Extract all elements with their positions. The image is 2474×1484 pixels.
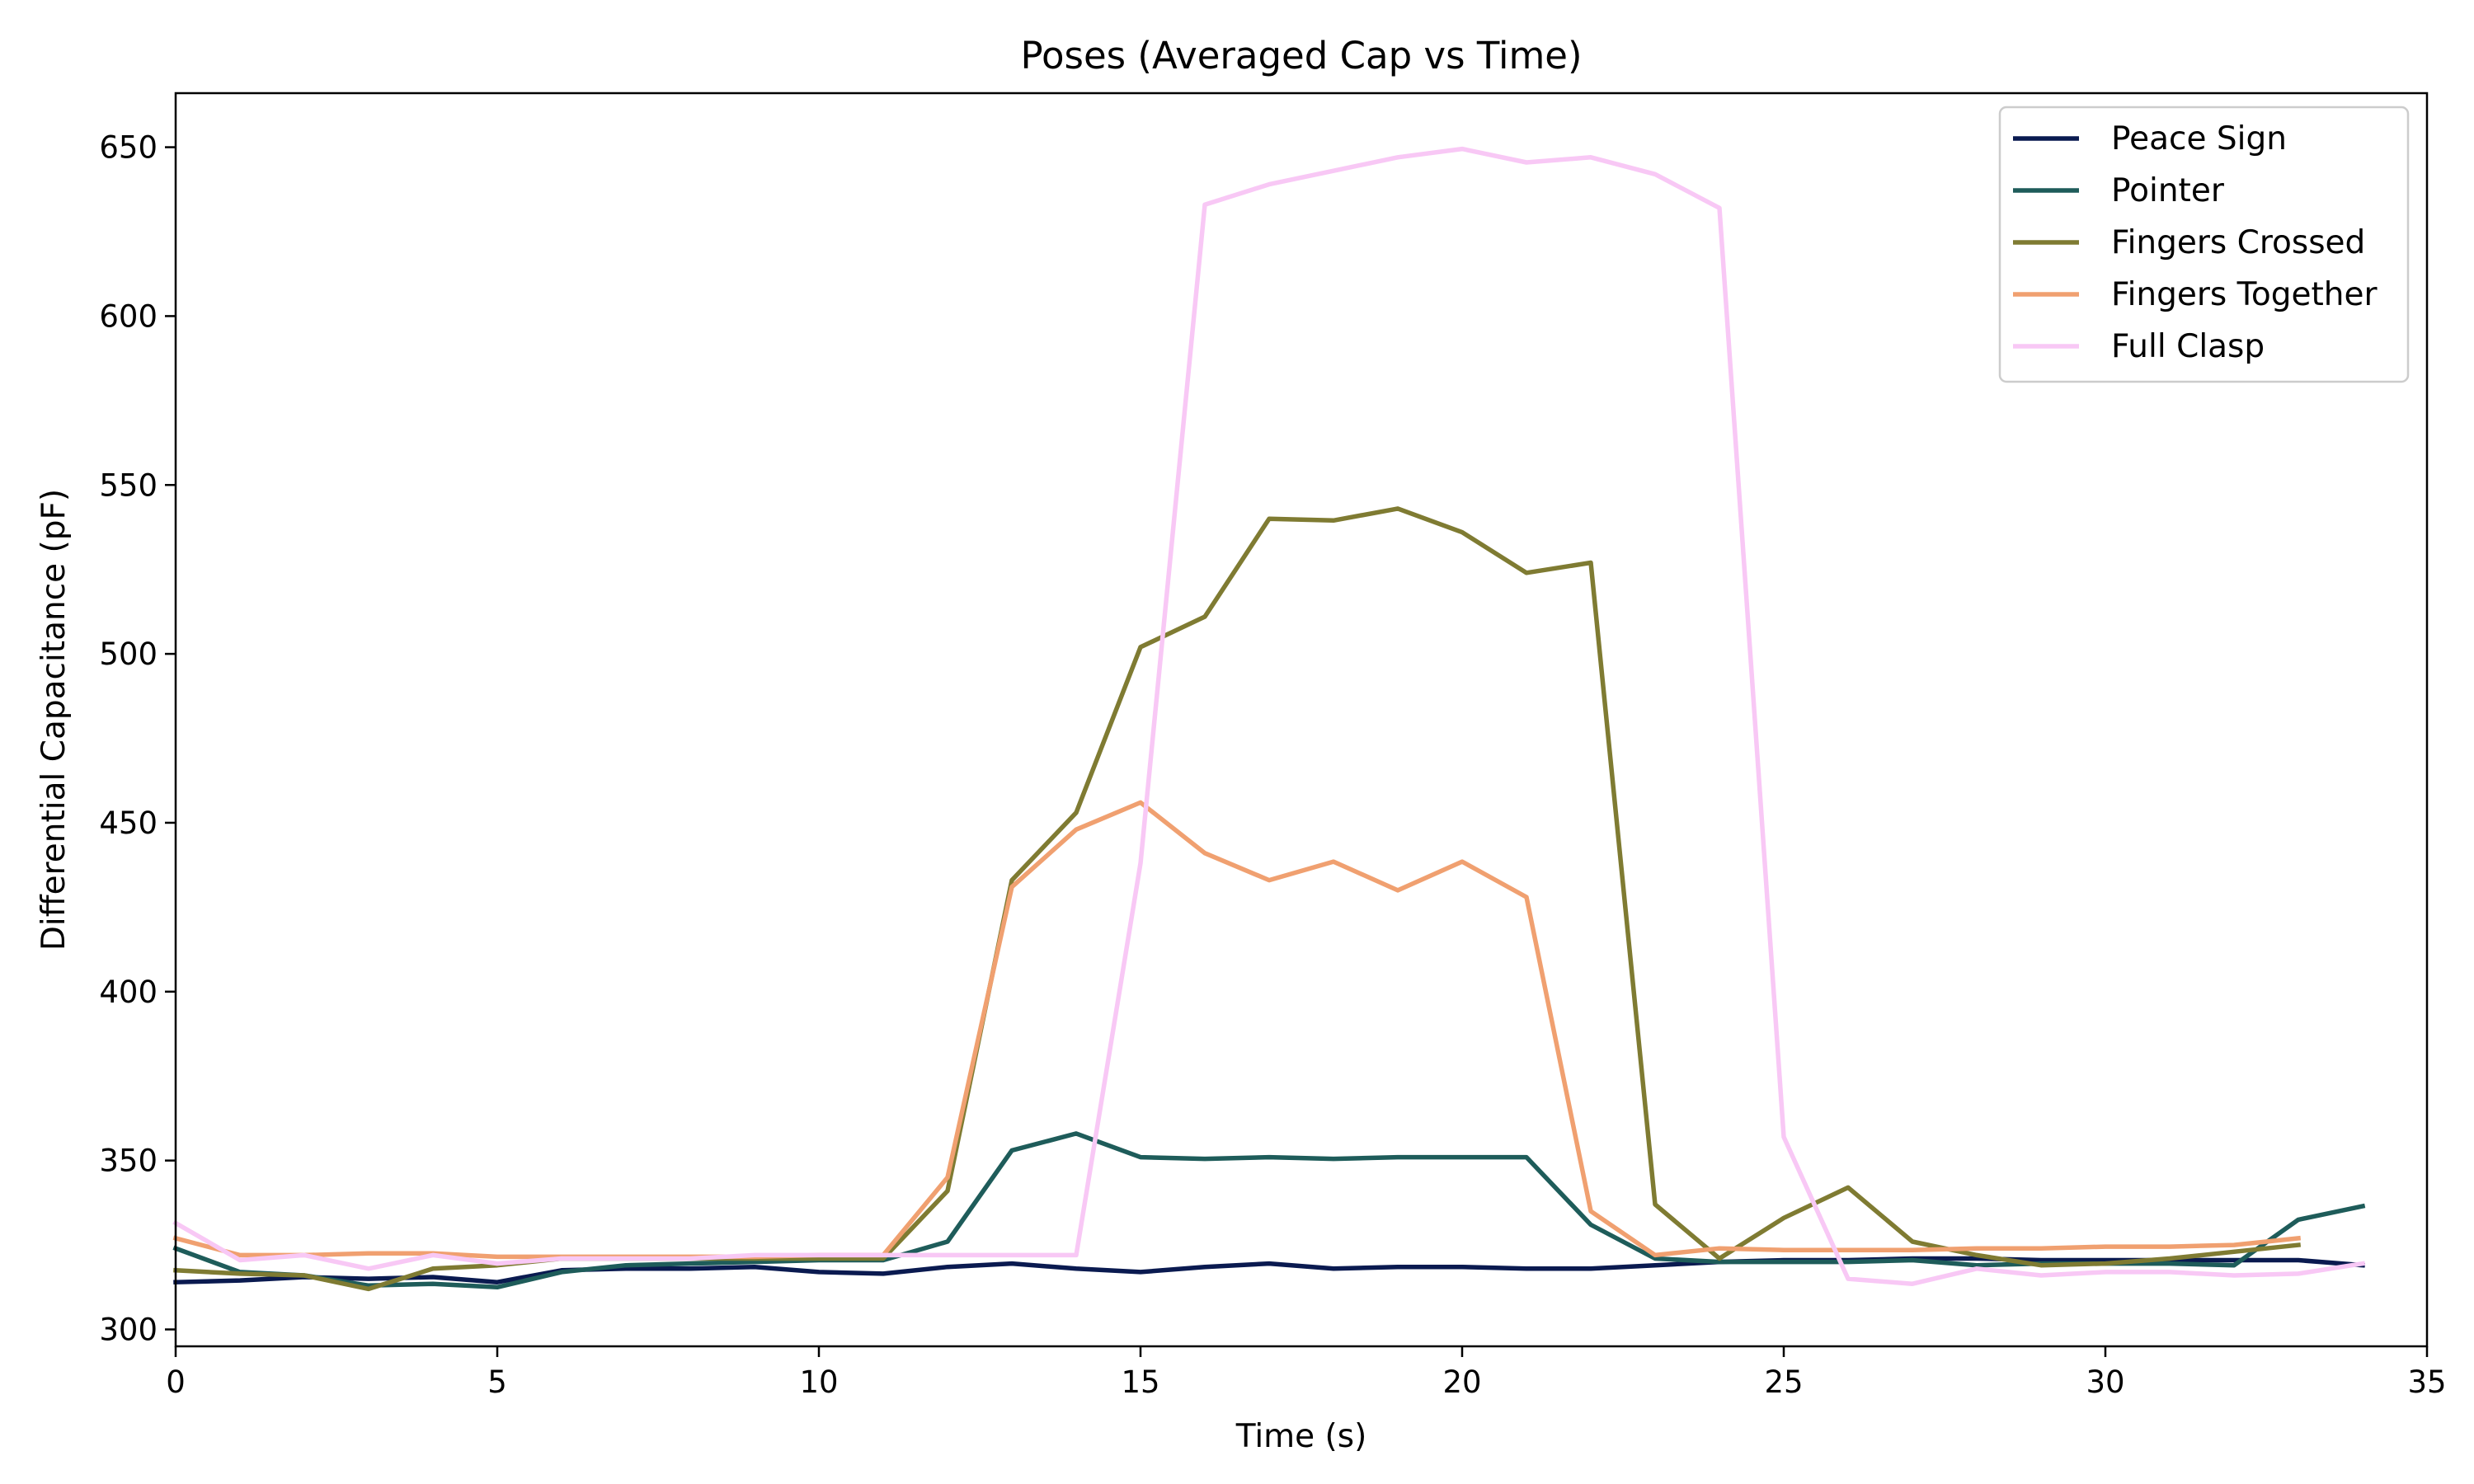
legend-label-full-clasp: Full Clasp bbox=[2111, 328, 2265, 365]
plot-series bbox=[172, 146, 2366, 1292]
x-axis: 0 5 10 15 20 25 30 35 bbox=[166, 1346, 2447, 1400]
legend-label-pointer: Pointer bbox=[2111, 172, 2225, 209]
y-tick-label: 500 bbox=[99, 636, 158, 672]
y-tick-label: 400 bbox=[99, 974, 158, 1010]
series-line-pointer bbox=[172, 1131, 2366, 1290]
y-tick-label: 350 bbox=[99, 1144, 158, 1179]
y-axis: 300 350 400 450 500 550 600 650 bbox=[99, 130, 176, 1348]
legend-box bbox=[1998, 106, 2410, 383]
x-axis-label: Time (s) bbox=[1235, 1418, 1367, 1455]
y-axis-label: Differential Capacitance (pF) bbox=[35, 489, 73, 951]
series-line-full-clasp bbox=[172, 146, 2366, 1286]
chart-title: Poses (Averaged Cap vs Time) bbox=[1020, 34, 1582, 77]
x-tick-label: 25 bbox=[1764, 1364, 1803, 1400]
x-tick-label: 20 bbox=[1442, 1364, 1481, 1400]
y-tick-label: 550 bbox=[99, 467, 158, 503]
x-tick-label: 15 bbox=[1121, 1364, 1159, 1400]
x-tick-label: 35 bbox=[2407, 1364, 2446, 1400]
x-tick-label: 10 bbox=[799, 1364, 838, 1400]
y-tick-label: 650 bbox=[99, 130, 158, 166]
x-tick-label: 0 bbox=[166, 1364, 186, 1400]
y-tick-label: 450 bbox=[99, 805, 158, 841]
legend: Peace Sign Pointer Fingers Crossed Fingers … bbox=[1998, 106, 2410, 383]
legend-label-fingers-crossed: Fingers Crossed bbox=[2111, 224, 2365, 261]
y-tick-label: 300 bbox=[99, 1313, 158, 1348]
series-line-fingers-together bbox=[172, 800, 2302, 1260]
plot-frame bbox=[174, 92, 2429, 1348]
x-tick-label: 5 bbox=[487, 1364, 507, 1400]
legend-label-fingers-together: Fingers Together bbox=[2111, 276, 2378, 313]
legend-label-peace-sign: Peace Sign bbox=[2111, 120, 2287, 157]
y-tick-label: 600 bbox=[99, 298, 158, 334]
x-tick-label: 30 bbox=[2086, 1364, 2124, 1400]
